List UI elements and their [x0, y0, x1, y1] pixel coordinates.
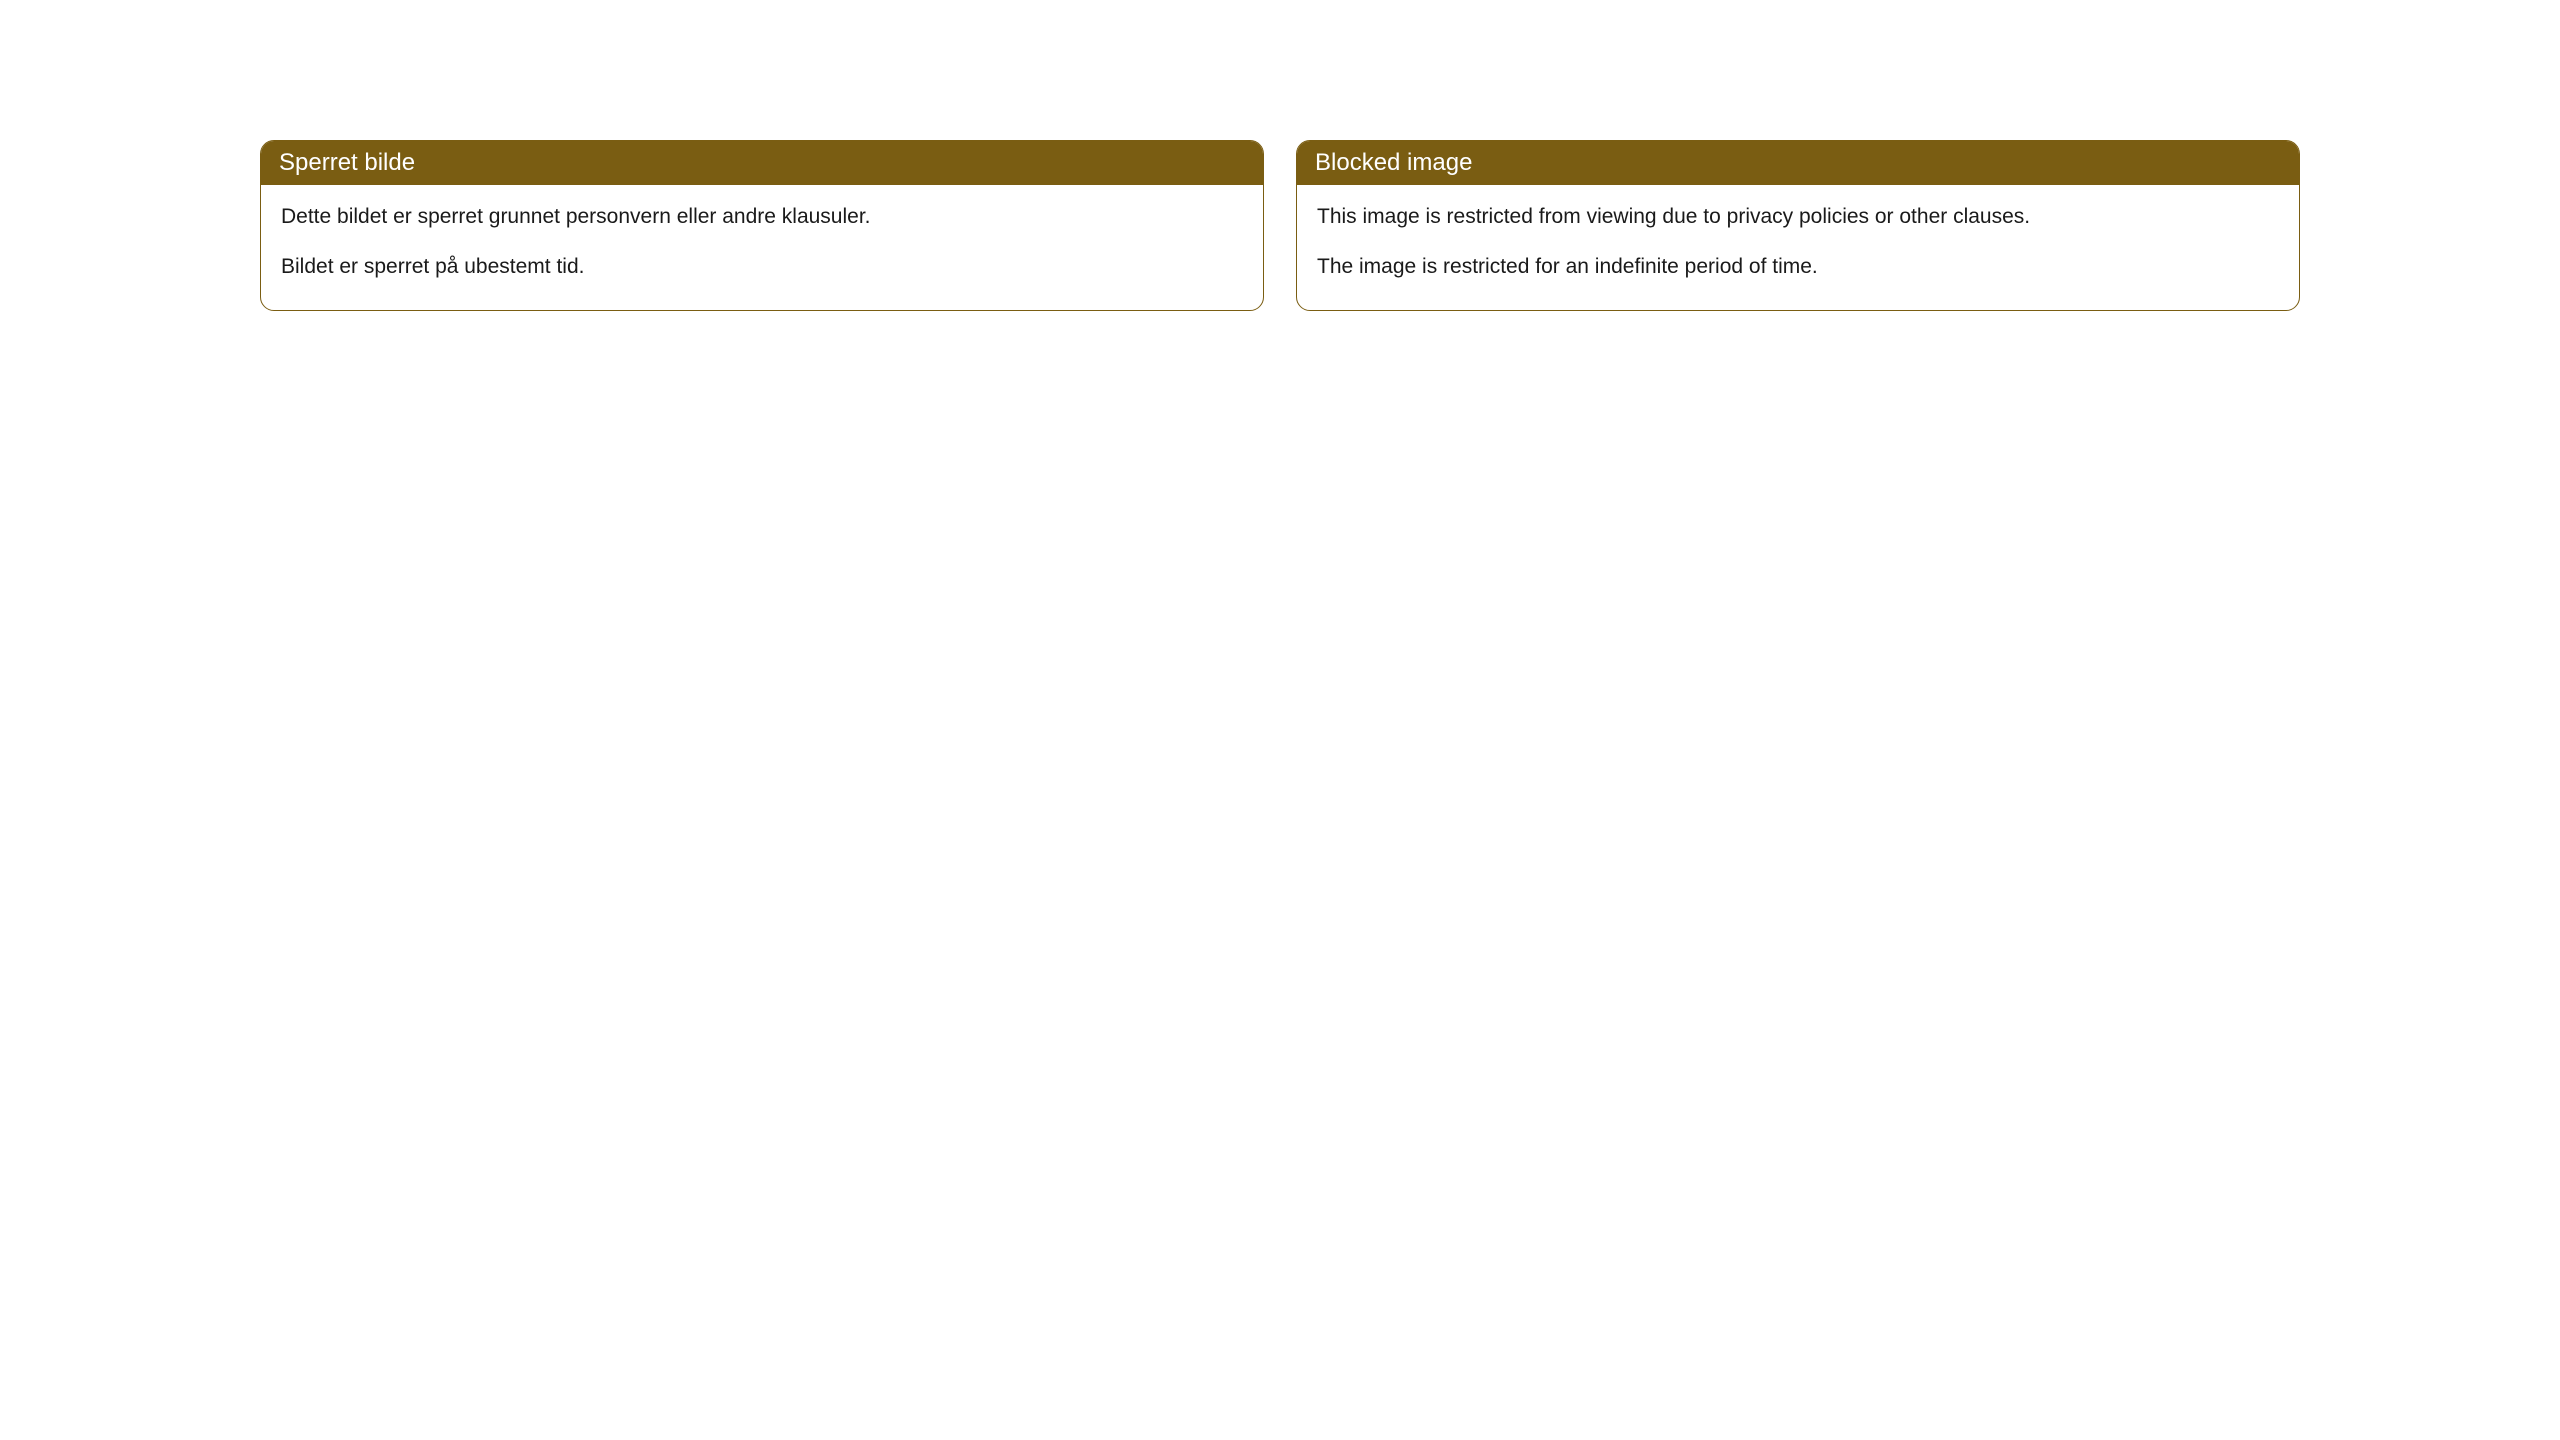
card-paragraph: Dette bildet er sperret grunnet personve… — [281, 203, 1243, 231]
card-title: Sperret bilde — [279, 149, 415, 176]
card-english: Blocked image This image is restricted f… — [1296, 140, 2300, 311]
cards-container: Sperret bilde Dette bildet er sperret gr… — [260, 140, 2300, 311]
card-paragraph: This image is restricted from viewing du… — [1317, 203, 2279, 231]
card-paragraph: Bildet er sperret på ubestemt tid. — [281, 253, 1243, 281]
card-norwegian: Sperret bilde Dette bildet er sperret gr… — [260, 140, 1264, 311]
card-title: Blocked image — [1315, 149, 1472, 176]
card-body-english: This image is restricted from viewing du… — [1297, 185, 2299, 310]
card-paragraph: The image is restricted for an indefinit… — [1317, 253, 2279, 281]
card-header-english: Blocked image — [1297, 141, 2299, 185]
card-header-norwegian: Sperret bilde — [261, 141, 1263, 185]
card-body-norwegian: Dette bildet er sperret grunnet personve… — [261, 185, 1263, 310]
